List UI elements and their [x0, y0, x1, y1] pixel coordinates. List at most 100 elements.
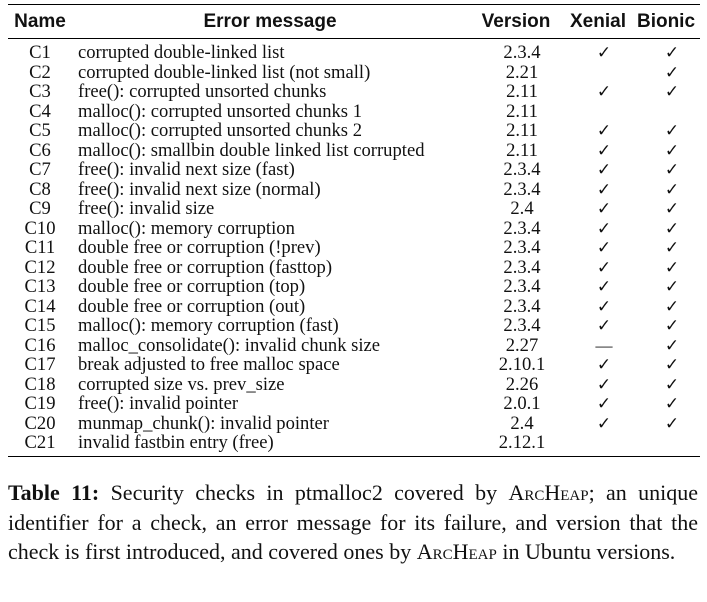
check-name-cell: C10: [24, 217, 56, 239]
error-message-cell: corrupted double-linked list: [78, 42, 285, 63]
checkmark: ✓: [596, 121, 612, 140]
check-name-cell: C19: [24, 393, 56, 414]
check-name-cell: C5: [29, 120, 51, 141]
xenial-coverage-cell: ✓: [570, 141, 638, 161]
checkmark: ✓: [596, 160, 612, 179]
version-cell: 2.3.4: [503, 237, 541, 258]
xenial-coverage-cell: ✓: [570, 375, 638, 395]
table-row: C16 malloc_consolidate(): invalid chunk s…: [8, 334, 706, 356]
bionic-coverage-cell: ✓: [638, 316, 706, 336]
version-cell: 2.3.4: [503, 159, 541, 180]
xenial-coverage-cell: ✓: [570, 160, 638, 180]
top-rule: [8, 4, 700, 5]
table-row: C11 double free or corruption (!prev) 2.3.…: [8, 238, 706, 258]
table-row: C19 free(): invalid pointer 2.0.1 ✓ ✓: [8, 394, 706, 414]
error-message-cell: malloc(): memory corruption (fast): [78, 315, 339, 336]
checkmark: ✓: [664, 413, 680, 433]
security-checks-table-body: C1 corrupted double-linked list 2.3.4 ✓ ✓ C2 c…: [8, 39, 706, 456]
error-message-cell: malloc_consolidate(): invalid chunk size: [78, 334, 381, 356]
table-header-row: Name Error message Version Xenial Bionic: [8, 5, 700, 38]
table-row: C20 munmap_chunk(): invalid pointer 2.4 ✓ ✓: [8, 413, 706, 434]
bionic-coverage-cell: ✓: [638, 219, 706, 239]
xenial-coverage-cell: —: [570, 336, 638, 356]
error-message-cell: corrupted double-linked list (not small): [78, 61, 371, 83]
bionic-coverage-cell: ✓: [638, 160, 706, 180]
table-row: C5 malloc(): corrupted unsorted chunks 2 2…: [8, 121, 706, 141]
table-row: C10 malloc(): memory corruption 2.3.4 ✓ ✓: [8, 217, 706, 239]
version-cell: 2.11: [506, 120, 538, 141]
checkmark: ✓: [664, 82, 680, 101]
caption-label: Table 11:: [8, 480, 100, 505]
error-message-cell: malloc(): smallbin double linked list co…: [78, 139, 425, 161]
version-cell: 2.3.4: [503, 217, 541, 239]
xenial-coverage-cell: ✓: [570, 180, 638, 200]
xenial-coverage-cell: [570, 433, 638, 456]
bionic-coverage-cell: ✓: [638, 277, 706, 297]
xenial-coverage-cell: ✓: [570, 238, 638, 258]
check-name-cell: C8: [29, 178, 51, 200]
check-name-cell: C21: [24, 432, 56, 453]
xenial-coverage-cell: ✓: [570, 394, 638, 414]
header-bionic: Bionic: [636, 10, 696, 32]
check-name-cell: C11: [24, 237, 56, 258]
header-rule: [8, 38, 700, 39]
check-name-cell: C6: [29, 139, 51, 161]
table-row: C21 invalid fastbin entry (free) 2.12.1: [8, 433, 706, 456]
check-name-cell: C18: [24, 373, 56, 395]
version-cell: 2.3.4: [503, 42, 541, 63]
error-message-cell: free(): corrupted unsorted chunks: [78, 81, 327, 102]
table-row: C2 corrupted double-linked list (not smal…: [8, 61, 706, 83]
bionic-coverage-cell: ✓: [638, 394, 706, 414]
version-cell: 2.3.4: [503, 178, 541, 200]
bionic-coverage-cell: [638, 433, 706, 456]
checkmark: —: [595, 335, 613, 355]
xenial-coverage-cell: ✓: [570, 355, 638, 375]
table-body: C1 corrupted double-linked list 2.3.4 ✓ ✓ C2 c…: [8, 39, 706, 456]
checkmark: ✓: [596, 277, 612, 296]
error-message-cell: double free or corruption (fasttop): [78, 256, 333, 278]
check-name-cell: C4: [29, 100, 51, 122]
error-message-cell: double free or corruption (out): [78, 295, 306, 317]
bionic-coverage-cell: ✓: [638, 63, 706, 83]
table-caption: Table 11: Security checks in ptmalloc2 c…: [8, 478, 698, 567]
version-cell: 2.11: [506, 100, 538, 122]
bionic-coverage-cell: ✓: [638, 297, 706, 317]
xenial-coverage-cell: ✓: [570, 219, 638, 239]
version-cell: 2.11: [506, 81, 538, 102]
xenial-coverage-cell: ✓: [570, 316, 638, 336]
bottom-rule: [8, 455, 700, 457]
version-cell: 2.11: [506, 139, 538, 161]
xenial-coverage-cell: ✓: [570, 277, 638, 297]
version-cell: 2.3.4: [503, 295, 541, 317]
checkmark: ✓: [664, 43, 680, 62]
table-row: C4 malloc(): corrupted unsorted chunks 1 2…: [8, 100, 706, 122]
xenial-coverage-cell: ✓: [570, 297, 638, 317]
bionic-coverage-cell: ✓: [638, 414, 706, 434]
checkmark: ✓: [596, 316, 612, 335]
version-cell: 2.12.1: [498, 432, 546, 453]
bionic-coverage-cell: ✓: [638, 238, 706, 258]
checkmark: ✓: [664, 277, 680, 296]
table-row: C17 break adjusted to free malloc space 2.…: [8, 355, 706, 375]
error-message-cell: malloc(): corrupted unsorted chunks 2: [78, 120, 362, 141]
check-name-cell: C14: [24, 295, 56, 317]
caption-text-2: ; an unique identifier for a check, an e…: [8, 480, 698, 564]
error-message-cell: free(): invalid next size (normal): [78, 178, 321, 200]
header-name: Name: [14, 10, 66, 32]
xenial-coverage-cell: ✓: [570, 258, 638, 278]
check-name-cell: C15: [24, 315, 56, 336]
error-message-cell: free(): invalid next size (fast): [78, 159, 295, 180]
error-message-cell: malloc(): memory corruption: [78, 217, 295, 239]
checkmark: ✓: [664, 140, 680, 160]
check-name-cell: C16: [24, 334, 56, 356]
checkmark: ✓: [664, 394, 680, 413]
bionic-coverage-cell: ✓: [638, 180, 706, 200]
header-xenial: Xenial: [570, 10, 626, 32]
table-row: C3 free(): corrupted unsorted chunks 2.11 ✓…: [8, 82, 706, 102]
bionic-coverage-cell: ✓: [638, 121, 706, 141]
checkmark: ✓: [596, 394, 612, 413]
bionic-coverage-cell: ✓: [638, 199, 706, 219]
table-row: C13 double free or corruption (top) 2.3.4 ✓…: [8, 277, 706, 297]
error-message-cell: double free or corruption (!prev): [78, 237, 321, 258]
caption-tool-name: ArcHeap: [508, 480, 589, 505]
